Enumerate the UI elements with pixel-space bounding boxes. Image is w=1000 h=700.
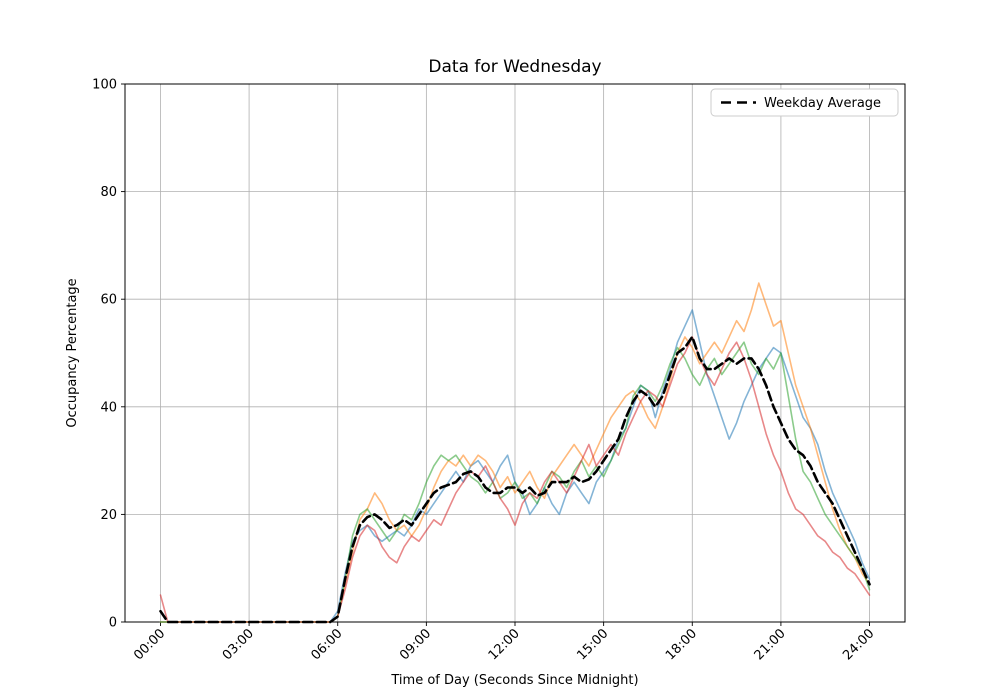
x-tick-label: 06:00 <box>308 626 345 663</box>
x-tick-label: 18:00 <box>663 626 700 663</box>
legend: Weekday Average <box>710 88 899 117</box>
y-tick-label: 60 <box>100 293 117 308</box>
x-tick-label: 00:00 <box>131 626 168 663</box>
y-tick-label: 80 <box>100 185 117 200</box>
x-tick-label: 15:00 <box>574 626 611 663</box>
y-tick-label: 0 <box>109 616 117 631</box>
x-axis-label: Time of Day (Seconds Since Midnight) <box>390 673 638 688</box>
x-tick-label: 21:00 <box>752 626 789 663</box>
x-tick-label: 12:00 <box>486 626 523 663</box>
y-tick-label: 20 <box>100 508 117 523</box>
x-tick-label: 09:00 <box>397 626 434 663</box>
gridlines <box>125 83 905 623</box>
legend-entry-weekday-average: Weekday Average <box>764 96 881 111</box>
y-tick-label: 40 <box>100 400 117 415</box>
plot-lines <box>159 282 871 624</box>
y-axis-label: Occupancy Percentage <box>65 278 80 427</box>
y-tick-label: 100 <box>92 78 117 93</box>
chart-title: Data for Wednesday <box>428 57 601 77</box>
legend-box <box>710 88 899 117</box>
x-tick-label: 03:00 <box>220 626 257 663</box>
x-tick-label: 24:00 <box>840 626 877 663</box>
series-line-Weekday Average <box>159 335 871 624</box>
